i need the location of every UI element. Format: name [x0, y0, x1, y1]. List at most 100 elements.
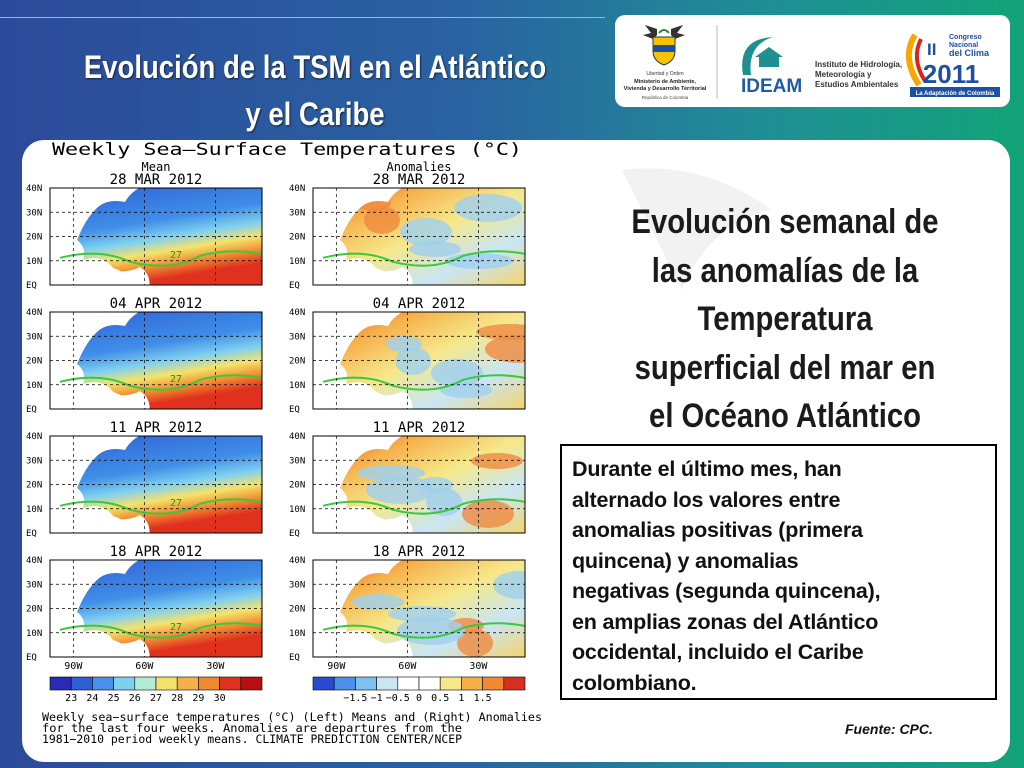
lat-label: 20N	[289, 481, 305, 491]
lat-label: 40N	[26, 556, 42, 566]
colorbar-label: 23	[65, 693, 77, 704]
ministry-text: República de Colombia	[642, 95, 689, 100]
box-line: occidental, incluido el Caribe	[572, 640, 864, 664]
date-label: 11 APR 2012	[373, 420, 466, 436]
map-frame	[49, 435, 263, 534]
map	[50, 560, 262, 657]
colorbar-cell	[355, 676, 377, 691]
box-line: Durante el último mes, han	[572, 457, 842, 481]
heading-line: superficial del mar en	[634, 348, 936, 387]
ministry-text: Ministerio de Ambiente,	[634, 79, 696, 85]
colorbar-label: 1	[458, 693, 464, 704]
congress-text: Nacional	[949, 42, 978, 49]
congress-logo	[906, 33, 1000, 97]
map-panel: 27 28 MAR 2012 40N 30N 20N 10N EQ	[26, 172, 263, 291]
title-line: Evolución de la TSM en el Atlántico	[83, 49, 547, 85]
lon-label: 30W	[206, 661, 225, 672]
map-frame	[49, 311, 263, 410]
figure-title: Weekly Sea–Surface Temperatures (°C)	[52, 140, 522, 160]
lat-label: 10N	[26, 381, 42, 391]
map-panel: 27 11 APR 2012 40N 30N 20N 10N EQ	[26, 420, 263, 539]
ministry-text: Libertad y Orden	[646, 71, 683, 77]
map	[313, 436, 525, 533]
contour-label: 27	[170, 498, 182, 509]
contour	[322, 250, 525, 267]
colorbar-cell	[176, 676, 199, 691]
anomaly-patch	[400, 218, 452, 246]
anomaly-patch	[493, 571, 525, 599]
date-label: 18 APR 2012	[110, 544, 203, 560]
box-line: negativas (segunda quincena),	[572, 579, 881, 603]
lon-label: 60W	[398, 661, 417, 672]
map	[50, 436, 262, 533]
title-line: y el Caribe	[245, 96, 385, 132]
colorbar-cell	[240, 676, 263, 691]
ideam-full: Meteorología y	[815, 70, 872, 79]
map-panel: 27 04 APR 2012 40N 30N 20N 10N EQ	[26, 296, 263, 415]
colorbar-label: 26	[129, 693, 141, 704]
lat-label: 10N	[289, 381, 305, 391]
colorbar-cell	[219, 676, 242, 691]
contour	[59, 374, 262, 391]
lat-label: 30N	[289, 208, 305, 218]
lat-label: 40N	[26, 432, 42, 442]
congress-numeral: II	[927, 40, 936, 59]
lat-label: 40N	[289, 308, 305, 318]
lat-label: 20N	[289, 233, 305, 243]
colorbar-cell	[113, 676, 136, 691]
congress-tagline: La Adaptación de Colombia	[916, 91, 995, 97]
lon-label: 60W	[135, 661, 154, 672]
heading-line: las anomalías de la	[651, 251, 919, 290]
lat-label: 30N	[26, 456, 42, 466]
lat-label: 10N	[289, 505, 305, 515]
box-line: anomalias positivas (primera	[572, 518, 863, 542]
lat-label: 10N	[26, 629, 42, 639]
lat-label: 20N	[289, 357, 305, 367]
lat-label: EQ	[26, 653, 37, 663]
map-panel: 04 APR 2012 40N 30N 20N 10N EQ	[289, 296, 526, 415]
colorbar-cell	[376, 676, 399, 691]
congress-text: del Clima	[949, 48, 990, 58]
lat-label: EQ	[26, 281, 37, 291]
box-line: en amplias zonas del Atlántico	[572, 609, 879, 634]
map	[50, 188, 262, 285]
slide-title: Evolución de la TSM en el Atlántico y el…	[10, 44, 620, 138]
lat-label: EQ	[26, 405, 37, 415]
anomaly-patch	[364, 206, 400, 234]
caption-line: 1981−2010 period weekly means. CLIMATE P…	[42, 732, 462, 746]
colorbar-cell	[482, 676, 505, 691]
contour-label: 27	[170, 250, 182, 261]
colorbar-cell	[461, 676, 483, 691]
logo-bar: Libertad y Orden Ministerio de Ambiente,…	[615, 15, 1010, 107]
map	[313, 312, 525, 409]
colorbar-cell	[333, 676, 356, 691]
heading-line: Evolución semanal de	[631, 203, 939, 241]
column-label: Mean	[142, 160, 171, 174]
lat-label: EQ	[289, 529, 300, 539]
lat-label: 20N	[26, 357, 42, 367]
colorbar-cell	[198, 676, 220, 691]
top-rule	[0, 17, 605, 18]
lat-label: 10N	[26, 257, 42, 267]
ideam-emblem	[742, 37, 783, 75]
contour-label: 27	[170, 622, 182, 633]
colorbar-label: −0.5	[386, 693, 410, 704]
colorbar-label: 24	[86, 693, 98, 704]
map-frame	[49, 559, 263, 658]
colorbar-cell	[49, 676, 72, 691]
lat-label: 10N	[289, 629, 305, 639]
colorbar-cell	[418, 676, 441, 691]
anomaly-patch	[454, 194, 522, 222]
lat-label: 40N	[289, 556, 305, 566]
lat-label: 30N	[26, 580, 42, 590]
heading: Evolución semanal de las anomalías de la T…	[585, 198, 985, 441]
lat-label: EQ	[289, 405, 300, 415]
lat-label: 20N	[26, 605, 42, 615]
colorbar-label: −1	[371, 693, 383, 704]
contour-label: 27	[170, 374, 182, 385]
anomaly-patch	[485, 335, 525, 363]
colorbar-cell	[70, 676, 93, 691]
colorbar-cell	[312, 676, 335, 691]
lon-label: 30W	[469, 661, 488, 672]
